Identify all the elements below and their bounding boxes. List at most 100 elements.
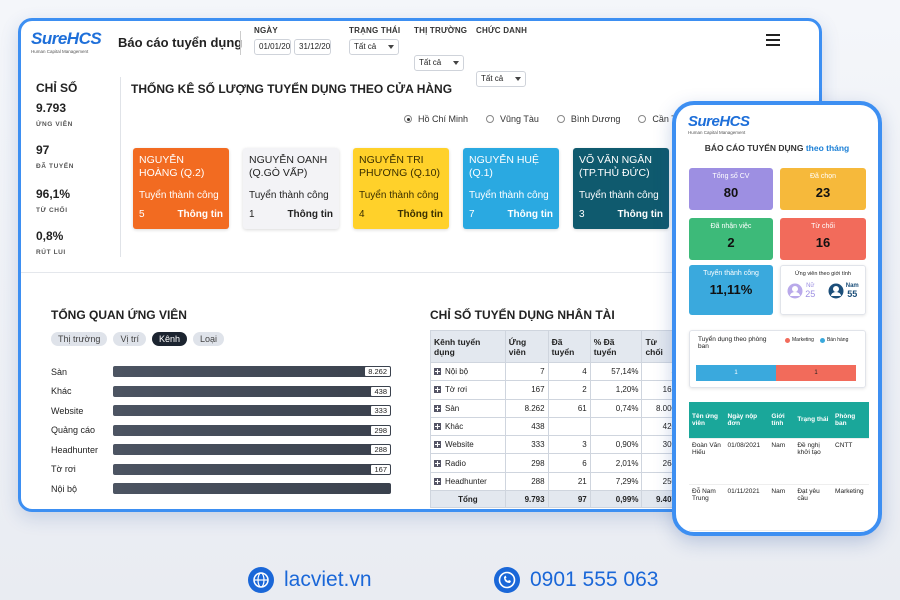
table-cell: 7 — [504, 361, 549, 382]
filter-select[interactable]: Tất cả — [476, 71, 526, 87]
expand-icon[interactable] — [434, 459, 441, 467]
info-link[interactable]: Thông tin — [177, 209, 223, 220]
male-label: Nam — [845, 283, 859, 289]
cell-text: 438 — [531, 422, 545, 432]
legend-item: Marketing — [785, 337, 814, 343]
stat-label: RÚT LUI — [36, 249, 66, 256]
radio-dot — [404, 115, 412, 123]
table-cell: 01/11/2021 — [724, 484, 769, 531]
cell-text: Khác — [445, 422, 464, 432]
table-cell: 3 — [547, 435, 591, 455]
legend-label: Marketing — [792, 337, 814, 343]
stat-value: 9.793 — [36, 101, 67, 115]
table-cell: 288 — [504, 471, 549, 492]
cell-text: 7,29% — [615, 476, 639, 486]
date-from[interactable]: 01/01/20 — [254, 39, 291, 55]
bar-row: Headhunter 288 — [51, 440, 391, 460]
logo: SureHCS Human Capital Management — [688, 113, 750, 135]
footer-website[interactable]: lacviet.vn — [248, 567, 372, 593]
region-name: Cần Thơ — [652, 114, 688, 124]
table-row: Đoàn Văn Hiếu 01/08/2021 Nam Đề nghị khởi t… — [689, 438, 869, 485]
table-row: Website 333 3 0,90% 309 — [430, 435, 680, 455]
region-radio[interactable]: Vũng Tàu — [486, 114, 539, 124]
menu-button[interactable] — [766, 34, 780, 46]
region-radio[interactable]: Hồ Chí Minh — [404, 114, 468, 124]
legend-swatch — [785, 337, 790, 343]
store-name: NGUYỄN HOÀNG (Q.2) — [139, 154, 205, 179]
expand-icon[interactable] — [434, 386, 441, 394]
column-header: Tên ứng viên — [689, 402, 725, 439]
bar-value: 298 — [371, 425, 390, 435]
filter-select[interactable]: Tất cả — [349, 39, 399, 55]
table-cell: Radio — [430, 453, 506, 473]
filter-select[interactable]: Tất cả — [414, 55, 464, 71]
section-title: CHỈ SỐ TUYỂN DỤNG NHÂN TÀI — [430, 308, 615, 322]
department-box: Tuyển dụng theo phòng ban Marketing Bán h… — [689, 330, 866, 388]
cell-text: 8.262 — [524, 403, 545, 413]
region-name: Vũng Tàu — [500, 114, 539, 124]
info-link[interactable]: Thông tin — [397, 209, 443, 220]
card-footer: 7 Thông tin — [469, 209, 553, 220]
bar-label: Tờ rơi — [51, 464, 76, 475]
date-to[interactable]: 31/12/20 — [294, 39, 331, 55]
cell-text: 333 — [531, 440, 545, 450]
region-radio[interactable]: Cần Thơ — [638, 114, 688, 124]
tab[interactable]: Kênh — [151, 332, 187, 346]
card-footer: 4 Thông tin — [359, 209, 443, 220]
radio-dot — [556, 115, 565, 123]
table-row: Khác 438 420 — [430, 416, 680, 437]
expand-icon[interactable] — [434, 477, 441, 485]
region-radio[interactable]: Bình Dương — [556, 114, 620, 124]
total-cell: 9.793 — [504, 490, 549, 509]
department-title: Tuyển dụng theo phòng ban — [698, 336, 767, 350]
store-card: NGUYỄN OANH (Q.GÒ VẤP) Tuyển thành công 1 T… — [243, 148, 339, 229]
expand-icon[interactable] — [434, 368, 441, 376]
cell-text: 420 — [662, 422, 676, 432]
table-cell: 4 — [547, 361, 591, 382]
cell-text: Nội bộ — [445, 367, 469, 377]
stat-value: 97 — [36, 143, 50, 157]
expand-icon[interactable] — [434, 404, 441, 412]
table-cell: Nam — [768, 438, 795, 485]
info-link[interactable]: Thông tin — [507, 209, 553, 220]
cell-text: 1,20% — [615, 385, 639, 395]
table-cell: 7,29% — [589, 471, 643, 492]
table-cell: Sàn — [430, 398, 506, 418]
expand-icon[interactable] — [434, 423, 441, 431]
section-title: THỐNG KÊ SỐ LƯỢNG TUYỂN DỤNG THEO CỬA HÀ… — [131, 82, 453, 96]
store-name: NGUYỄN OANH (Q.GÒ VẤP) — [249, 154, 328, 179]
tab[interactable]: Loại — [193, 332, 225, 346]
stat-tile: Tổng số CV 80 — [689, 168, 773, 210]
bar-row: Tờ rơi 167 — [51, 460, 391, 480]
expand-icon[interactable] — [434, 441, 441, 449]
cell-text: 264 — [662, 458, 676, 468]
stat-value: 0,8% — [36, 229, 64, 243]
mobile-title: BÁO CÁO TUYỂN DỤNG theo tháng — [676, 143, 878, 153]
table-cell: Nam — [768, 484, 795, 531]
gender-title: Ứng viên theo giới tính — [794, 271, 851, 277]
table-cell: 1,20% — [589, 380, 643, 400]
table-row: Radio 298 6 2,01% 264 — [430, 453, 680, 473]
bar-value: 167 — [371, 464, 390, 474]
column-header: Ứng viên — [504, 330, 549, 363]
bar-row: Khác 438 — [51, 382, 391, 402]
success-label: Tuyển thành công — [579, 190, 659, 201]
table-cell: 2,01% — [589, 453, 643, 473]
table-cell: 61 — [547, 398, 591, 418]
info-link[interactable]: Thông tin — [287, 209, 333, 220]
tab[interactable]: Thị trường — [51, 332, 108, 346]
tile-value: 2 — [727, 235, 735, 250]
tab[interactable]: Vị trí — [113, 332, 146, 346]
table-cell — [547, 416, 591, 437]
table-row: Đỗ Nam Trung 01/11/2021 Nam Đạt yêu cầu Mark… — [689, 484, 869, 531]
logo: SureHCS Human Capital Management — [31, 29, 102, 54]
info-link[interactable]: Thông tin — [617, 209, 663, 220]
region-options: Hồ Chí Minh Vũng Tàu Bình Dương Cần Thơ — [404, 114, 734, 124]
footer-phone[interactable]: 0901 555 063 — [494, 567, 658, 593]
table-cell: 6 — [547, 453, 591, 473]
table-cell: 0,90% — [589, 435, 643, 455]
bar-label: Headhunter — [51, 444, 99, 455]
table-cell: Website — [430, 435, 506, 455]
